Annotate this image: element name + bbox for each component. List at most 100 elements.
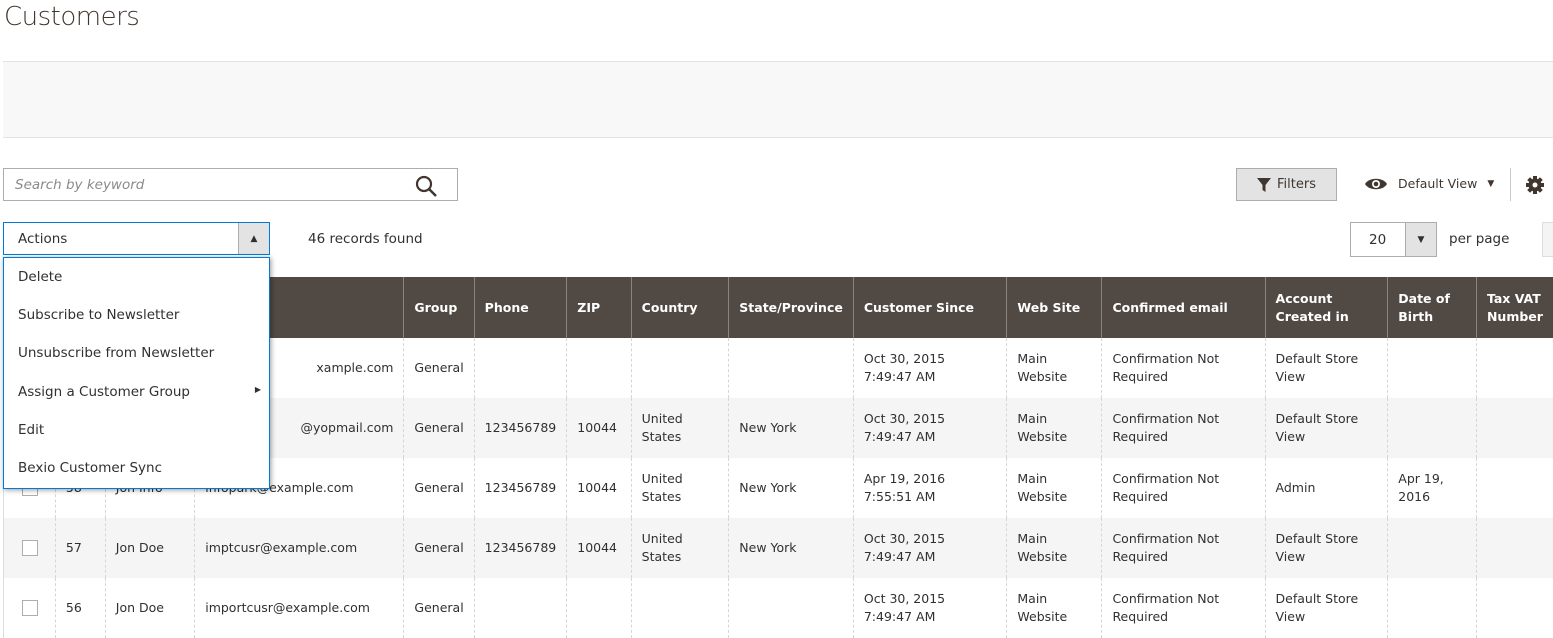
divider bbox=[1510, 168, 1511, 201]
cell-tax bbox=[1476, 398, 1553, 458]
cell-website: Main Website bbox=[1007, 518, 1102, 578]
cell-state: New York bbox=[729, 458, 854, 518]
column-header[interactable]: Country bbox=[631, 277, 729, 338]
view-selector[interactable]: Default View ▼ bbox=[1364, 176, 1494, 191]
cell-state: New York bbox=[729, 398, 854, 458]
cell-since: Apr 19, 2016 7:55:51 AM bbox=[853, 458, 1007, 518]
column-header[interactable]: State/Province bbox=[729, 277, 854, 338]
cell-created_in: Default Store View bbox=[1265, 518, 1388, 578]
cell-since: Oct 30, 2015 7:49:47 AM bbox=[853, 338, 1007, 398]
cell-state bbox=[729, 338, 854, 398]
column-header[interactable]: Web Site bbox=[1007, 277, 1102, 338]
column-header[interactable]: ZIP bbox=[567, 277, 631, 338]
cell-created_in: Default Store View bbox=[1265, 338, 1388, 398]
caret-down-icon[interactable]: ▼ bbox=[1405, 223, 1436, 256]
cell-dob bbox=[1388, 578, 1477, 638]
page-title: Customers bbox=[4, 2, 139, 32]
cell-phone: 123456789 bbox=[474, 398, 567, 458]
cell-email: importcusr@example.com bbox=[195, 578, 404, 638]
menu-item-label: Assign a Customer Group bbox=[18, 384, 190, 400]
per-page-select[interactable]: 20 ▼ bbox=[1350, 222, 1437, 257]
column-header[interactable]: Date of Birth bbox=[1388, 277, 1477, 338]
cell-website: Main Website bbox=[1007, 458, 1102, 518]
menu-item-label: Edit bbox=[18, 422, 44, 438]
cell-created_in: Default Store View bbox=[1265, 398, 1388, 458]
cell-zip bbox=[567, 578, 631, 638]
cell-state bbox=[729, 578, 854, 638]
cell-dob: Apr 19, 2016 bbox=[1388, 458, 1477, 518]
cell-confirmed: Confirmation Not Required bbox=[1102, 458, 1265, 518]
cell-website: Main Website bbox=[1007, 578, 1102, 638]
column-header[interactable]: Tax VAT Number bbox=[1476, 277, 1553, 338]
column-header[interactable]: Customer Since bbox=[853, 277, 1007, 338]
cell-country: United States bbox=[631, 518, 729, 578]
cell-since: Oct 30, 2015 7:49:47 AM bbox=[853, 518, 1007, 578]
eye-icon bbox=[1364, 177, 1388, 191]
filters-button[interactable]: Filters bbox=[1236, 168, 1337, 201]
cell-since: Oct 30, 2015 7:49:47 AM bbox=[853, 398, 1007, 458]
gear-icon[interactable] bbox=[1525, 175, 1545, 195]
column-header[interactable]: Group bbox=[404, 277, 474, 338]
menu-item[interactable]: Subscribe to Newsletter bbox=[4, 296, 269, 334]
column-header[interactable]: Phone bbox=[474, 277, 567, 338]
search-input[interactable]: Search by keyword bbox=[3, 168, 458, 201]
cell-confirmed: Confirmation Not Required bbox=[1102, 338, 1265, 398]
cell-group: General bbox=[404, 398, 474, 458]
cell-tax bbox=[1476, 458, 1553, 518]
menu-item-label: Delete bbox=[18, 269, 62, 285]
filters-label: Filters bbox=[1277, 177, 1316, 192]
menu-item[interactable]: Unsubscribe from Newsletter bbox=[4, 334, 269, 372]
caret-up-icon[interactable]: ▲ bbox=[238, 223, 269, 254]
cell-phone bbox=[474, 338, 567, 398]
filter-icon bbox=[1257, 178, 1271, 192]
cell-email: imptcusr@example.com bbox=[195, 518, 404, 578]
actions-dropdown[interactable]: Actions ▲ bbox=[3, 222, 270, 255]
cell-name: Jon Doe bbox=[105, 518, 194, 578]
cell-zip: 10044 bbox=[567, 518, 631, 578]
records-count: 46 records found bbox=[308, 231, 423, 247]
cell-tax bbox=[1476, 338, 1553, 398]
cell-since: Oct 30, 2015 7:49:47 AM bbox=[853, 578, 1007, 638]
cell-phone: 123456789 bbox=[474, 458, 567, 518]
cell-group: General bbox=[404, 518, 474, 578]
cell-state: New York bbox=[729, 518, 854, 578]
cell-zip: 10044 bbox=[567, 398, 631, 458]
submenu-arrow-icon: ▶ bbox=[255, 385, 261, 394]
cell-phone bbox=[474, 578, 567, 638]
search-icon[interactable] bbox=[414, 174, 438, 198]
page-actions-bar bbox=[3, 61, 1553, 138]
menu-item[interactable]: Edit bbox=[4, 411, 269, 449]
per-page-value: 20 bbox=[1369, 232, 1386, 248]
cell-created_in: Admin bbox=[1265, 458, 1388, 518]
menu-item[interactable]: Assign a Customer Group ▶ bbox=[4, 373, 269, 411]
cell-website: Main Website bbox=[1007, 398, 1102, 458]
menu-item[interactable]: Bexio Customer Sync bbox=[4, 449, 269, 487]
cell-confirmed: Confirmation Not Required bbox=[1102, 518, 1265, 578]
cell-country bbox=[631, 578, 729, 638]
cell-group: General bbox=[404, 578, 474, 638]
cell-group: General bbox=[404, 458, 474, 518]
menu-item[interactable]: Delete bbox=[4, 258, 269, 296]
actions-label: Actions bbox=[18, 231, 67, 247]
cell-country: United States bbox=[631, 398, 729, 458]
cell-dob bbox=[1388, 398, 1477, 458]
row-checkbox[interactable] bbox=[22, 540, 38, 556]
cell-id: 57 bbox=[55, 518, 105, 578]
view-label: Default View bbox=[1398, 176, 1477, 191]
cell-group: General bbox=[404, 338, 474, 398]
cell-tax bbox=[1476, 578, 1553, 638]
pager-input[interactable] bbox=[1542, 222, 1553, 257]
menu-item-label: Bexio Customer Sync bbox=[18, 460, 162, 476]
column-header[interactable]: Account Created in bbox=[1265, 277, 1388, 338]
cell-website: Main Website bbox=[1007, 338, 1102, 398]
cell-dob bbox=[1388, 338, 1477, 398]
cell-country: United States bbox=[631, 458, 729, 518]
cell-name: Jon Doe bbox=[105, 578, 194, 638]
cell-confirmed: Confirmation Not Required bbox=[1102, 578, 1265, 638]
row-checkbox[interactable] bbox=[22, 600, 38, 616]
cell-dob bbox=[1388, 518, 1477, 578]
column-header[interactable]: Confirmed email bbox=[1102, 277, 1265, 338]
